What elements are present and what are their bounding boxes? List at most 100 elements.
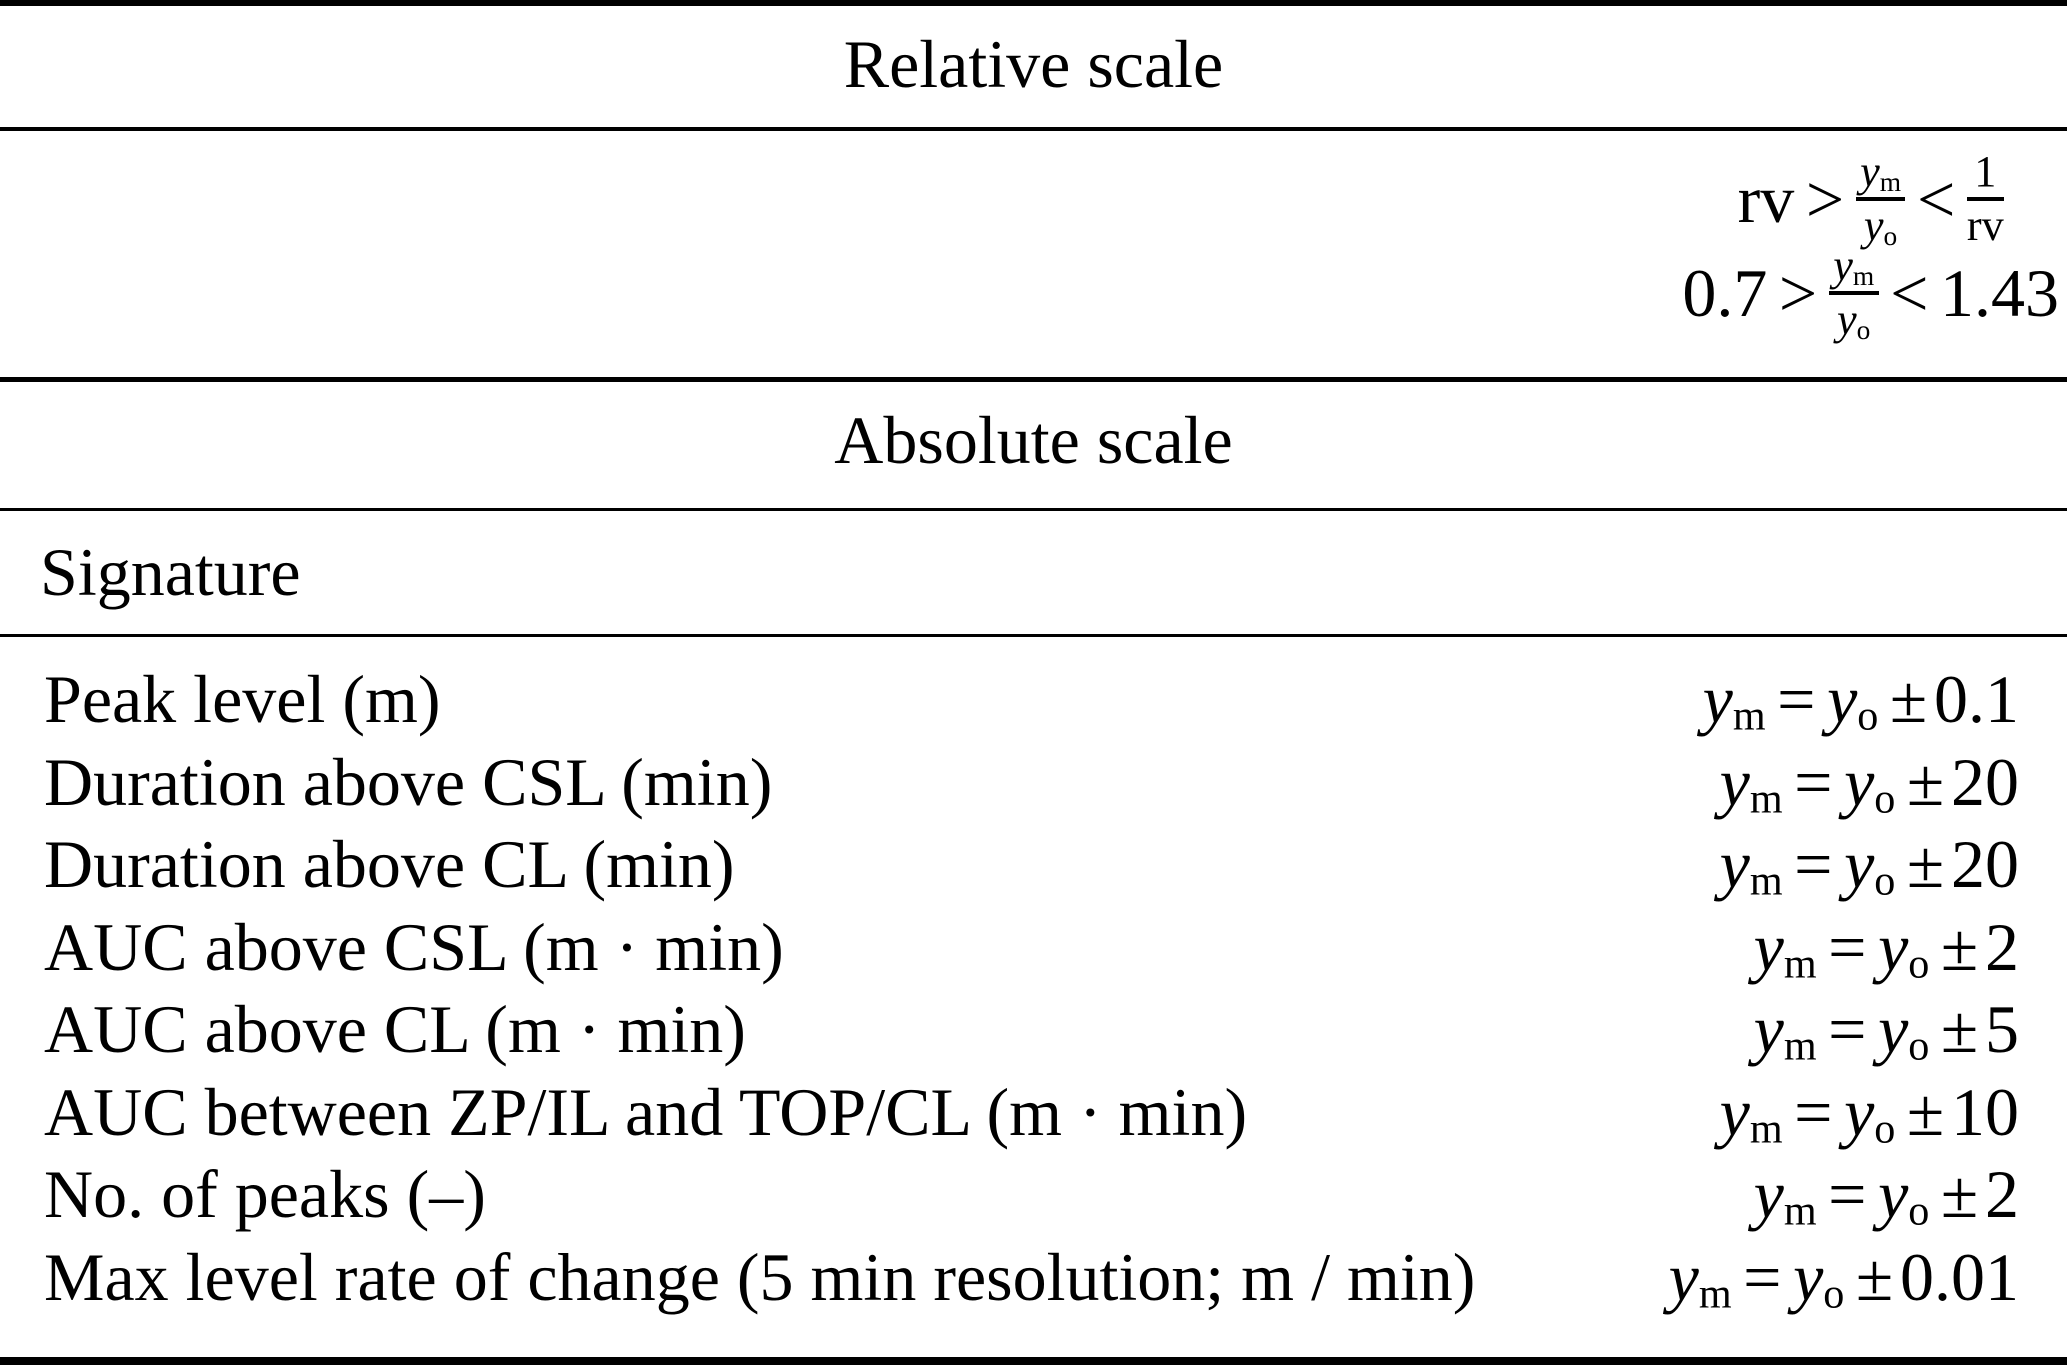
signature-column-header: Signature xyxy=(40,534,301,610)
subscript-o: o xyxy=(1874,1105,1896,1153)
plus-minus-sign: ± xyxy=(1940,991,1979,1067)
y-measured-symbol: y xyxy=(1860,146,1880,196)
relative-criterion-numeric-formula: 0.7 > ym yo <1.43 xyxy=(1682,240,2059,343)
subscript-m: m xyxy=(1698,1270,1732,1318)
tolerance-formula: ym = yo ±10 xyxy=(1720,1071,2019,1154)
relative-scale-header: Relative scale xyxy=(843,26,1224,102)
y-measured-symbol: y xyxy=(1719,1073,1750,1150)
subscript-m: m xyxy=(1749,857,1783,905)
equals-sign: = xyxy=(1794,1073,1833,1150)
table-row: Max level rate of change (5 min resoluti… xyxy=(0,1236,2067,1319)
plus-minus-sign: ± xyxy=(1940,1156,1979,1232)
tolerance-value: 2 xyxy=(1985,1156,2019,1232)
y-observed-symbol: y xyxy=(1827,661,1858,737)
signature-label: Peak level (m) xyxy=(44,661,441,737)
tolerance-formula: ym = yo ±20 xyxy=(1720,741,2019,824)
y-measured-symbol: y xyxy=(1753,1156,1784,1232)
y-measured-symbol: y xyxy=(1668,1238,1699,1315)
subscript-m: m xyxy=(1783,1187,1817,1235)
table-rule-under-relative-header xyxy=(0,127,2067,131)
subscript-o: o xyxy=(1883,220,1898,251)
y-measured-symbol: y xyxy=(1719,743,1750,820)
greater-than-sign: > xyxy=(1805,161,1845,237)
plus-minus-sign: ± xyxy=(1906,826,1945,902)
rv-symbol: rv xyxy=(1737,161,1795,237)
tolerance-formula: ym = yo ±5 xyxy=(1754,988,2019,1071)
signature-rows: Peak level (m) ym = yo ±0.1 Duration above … xyxy=(0,658,2067,1318)
subscript-m: m xyxy=(1732,692,1766,740)
table-rule-under-absolute-header xyxy=(0,508,2067,511)
plus-minus-sign: ± xyxy=(1855,1238,1894,1315)
table-row: No. of peaks (–) ym = yo ±2 xyxy=(0,1153,2067,1236)
less-than-sign: < xyxy=(1917,161,1956,237)
y-observed-symbol: y xyxy=(1793,1238,1824,1315)
fraction-numerator: ym xyxy=(1855,146,1906,201)
less-than-sign: < xyxy=(1890,255,1929,331)
tolerance-value: 0.1 xyxy=(1934,661,2019,737)
subscript-m: m xyxy=(1852,260,1875,291)
equals-sign: = xyxy=(1828,991,1867,1067)
plus-minus-sign: ± xyxy=(1940,908,1979,985)
tolerance-formula: ym = yo ±0.1 xyxy=(1703,658,2019,741)
subscript-o: o xyxy=(1908,1187,1930,1235)
tolerance-formula: ym = yo ±20 xyxy=(1720,823,2019,906)
equals-sign: = xyxy=(1794,743,1833,820)
y-observed-symbol: y xyxy=(1878,991,1909,1067)
signature-label: Duration above CSL (min) xyxy=(44,743,773,820)
table-rule-under-signature-header xyxy=(0,634,2067,637)
subscript-o: o xyxy=(1908,940,1930,988)
table-row: Peak level (m) ym = yo ±0.1 xyxy=(0,658,2067,741)
y-observed-symbol: y xyxy=(1844,1073,1875,1150)
table-rule-bottom xyxy=(0,1357,2067,1365)
signature-label: Duration above CL (min) xyxy=(44,826,735,902)
fraction-denominator: yo xyxy=(1856,201,1906,249)
subscript-o: o xyxy=(1874,775,1896,823)
subscript-m: m xyxy=(1749,1105,1783,1153)
y-measured-symbol: y xyxy=(1702,661,1733,737)
subscript-o: o xyxy=(1908,1022,1930,1070)
y-observed-symbol: y xyxy=(1844,743,1875,820)
tolerance-value: 20 xyxy=(1951,826,2019,902)
y-observed-symbol: y xyxy=(1844,826,1875,902)
signature-label: AUC between ZP/IL and TOP/CL (m · min) xyxy=(44,1073,1248,1150)
plus-minus-sign: ± xyxy=(1889,661,1928,737)
subscript-m: m xyxy=(1879,166,1902,197)
ym-over-yo-fraction: ym yo xyxy=(1855,146,1906,249)
subscript-o: o xyxy=(1856,314,1871,345)
tolerance-value: 0.01 xyxy=(1900,1238,2019,1315)
tolerance-value: 2 xyxy=(1985,908,2019,985)
equals-sign: = xyxy=(1828,1156,1867,1232)
tolerance-value: 5 xyxy=(1985,991,2019,1067)
y-observed-symbol: y xyxy=(1878,1156,1909,1232)
signature-label: Max level rate of change (5 min resoluti… xyxy=(44,1238,1476,1315)
subscript-m: m xyxy=(1749,775,1783,823)
absolute-scale-header: Absolute scale xyxy=(834,402,1233,478)
y-observed-symbol: y xyxy=(1837,294,1857,344)
signature-label: AUC above CL (m · min) xyxy=(44,991,746,1067)
table-rule-top xyxy=(0,0,2067,6)
tolerance-formula: ym = yo ±0.01 xyxy=(1669,1236,2019,1319)
y-measured-symbol: y xyxy=(1833,240,1853,290)
signature-label: AUC above CSL (m · min) xyxy=(44,908,784,985)
table-row: AUC between ZP/IL and TOP/CL (m · min) y… xyxy=(0,1071,2067,1154)
tolerance-value: 10 xyxy=(1951,1073,2019,1150)
fraction-denominator: yo xyxy=(1829,295,1879,343)
table-row: Duration above CSL (min) ym = yo ±20 xyxy=(0,741,2067,824)
equals-sign: = xyxy=(1777,661,1816,737)
plus-minus-sign: ± xyxy=(1906,743,1945,820)
table-rule-above-absolute-header xyxy=(0,377,2067,382)
one-over-rv-fraction: 1 rv xyxy=(1966,148,2004,249)
table-row: AUC above CSL (m · min) ym = yo ±2 xyxy=(0,906,2067,989)
subscript-o: o xyxy=(1823,1270,1845,1318)
tolerance-formula: ym = yo ±2 xyxy=(1754,1153,2019,1236)
y-observed-symbol: y xyxy=(1878,908,1909,985)
fraction-numerator: ym xyxy=(1828,240,1879,295)
relative-criterion-rv-formula: rv > ym yo < 1 rv xyxy=(1737,146,2004,249)
signature-label: No. of peaks (–) xyxy=(44,1156,486,1232)
plus-minus-sign: ± xyxy=(1906,1073,1945,1150)
equals-sign: = xyxy=(1828,908,1867,985)
table-row: AUC above CL (m · min) ym = yo ±5 xyxy=(0,988,2067,1071)
y-measured-symbol: y xyxy=(1719,826,1750,902)
upper-bound-value: 1.43 xyxy=(1940,255,2059,331)
